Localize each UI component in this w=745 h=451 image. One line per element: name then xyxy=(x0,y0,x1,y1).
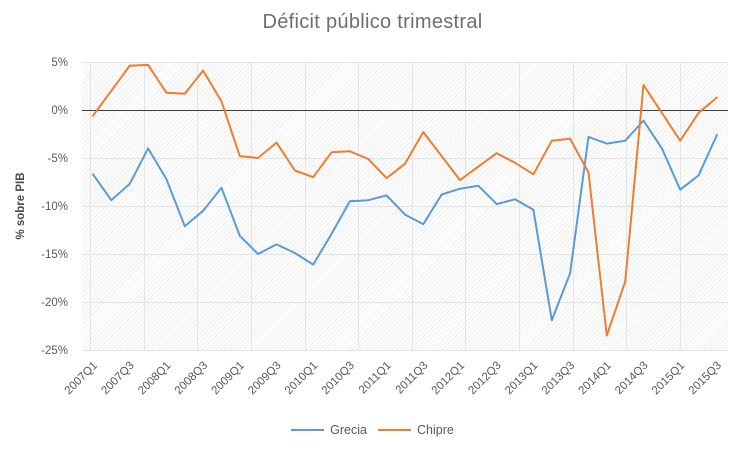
legend-item-grecia[interactable]: Grecia xyxy=(291,423,367,437)
x-tick-label: 2008Q1 xyxy=(136,360,173,397)
x-tick-label: 2009Q1 xyxy=(209,360,246,397)
legend-label-chipre: Chipre xyxy=(417,423,454,437)
x-tick-label: 2013Q1 xyxy=(503,360,540,397)
x-tick-label: 2015Q3 xyxy=(687,360,724,397)
y-tick-label: 0% xyxy=(51,105,68,117)
x-tick-label: 2008Q3 xyxy=(173,360,210,397)
x-tick-label: 2012Q3 xyxy=(466,360,503,397)
legend-swatch-chipre xyxy=(378,429,411,431)
chart-title: Déficit público trimestral xyxy=(262,11,483,33)
series-line-grecia[interactable] xyxy=(92,119,718,322)
x-tick-label: 2014Q1 xyxy=(576,360,613,397)
y-tick-label: -25% xyxy=(41,345,68,357)
x-tick-label: 2013Q3 xyxy=(540,360,577,397)
y-tick-label: -15% xyxy=(41,249,68,261)
legend-label-grecia: Grecia xyxy=(330,423,367,437)
y-tick-label: -10% xyxy=(41,201,68,213)
x-tick-label: 2011Q3 xyxy=(394,360,431,397)
x-tick-label: 2010Q1 xyxy=(283,360,320,397)
legend-swatch-grecia xyxy=(291,429,325,431)
y-tick-label: -5% xyxy=(48,153,68,165)
y-tick-label: -20% xyxy=(41,297,68,309)
legend-item-chipre[interactable]: Chipre xyxy=(378,423,454,437)
x-tick-label: 2011Q1 xyxy=(357,360,394,397)
x-tick-label: 2007Q3 xyxy=(99,360,136,397)
x-tick-label: 2007Q1 xyxy=(63,360,100,397)
x-tick-label: 2009Q3 xyxy=(246,360,283,397)
legend: Grecia Chipre xyxy=(0,423,745,437)
x-tick-label: 2012Q1 xyxy=(430,360,467,397)
x-tick-label: 2015Q1 xyxy=(650,360,687,397)
y-tick-label: 5% xyxy=(51,57,68,69)
x-tick-label: 2010Q3 xyxy=(320,360,357,397)
x-tick-label: 2014Q3 xyxy=(613,360,650,397)
series-line-chipre[interactable] xyxy=(92,63,718,337)
y-axis-title: % sobre PIB xyxy=(15,172,27,240)
